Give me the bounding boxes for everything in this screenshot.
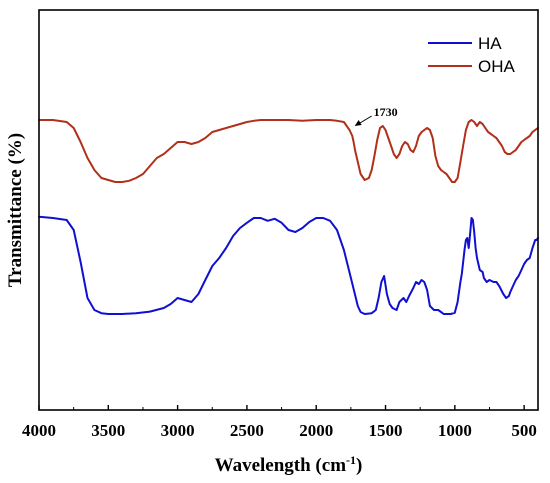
x-axis-title: Wavelength (cm-1): [215, 453, 363, 476]
x-tick-label: 1500: [369, 421, 403, 440]
series-line-ha: [38, 215, 539, 315]
x-tick-label: 1000: [438, 421, 472, 440]
x-tick-label: 500: [511, 421, 537, 440]
x-tick-label: 4000: [22, 421, 56, 440]
legend: HA OHA: [428, 34, 516, 76]
legend-label-ha: HA: [478, 34, 502, 53]
plot-area: [38, 119, 539, 315]
legend-label-oha: OHA: [478, 57, 516, 76]
x-axis: 4000 3500 3000 2500 2000 1500 1000 500: [22, 405, 537, 440]
x-axis-title-main: Wavelength (cm: [215, 455, 347, 476]
x-axis-title-superscript: -1: [346, 453, 356, 467]
annotation-arrow-head: [354, 120, 362, 126]
series-line-oha: [38, 119, 539, 183]
x-tick-label: 2000: [299, 421, 333, 440]
x-tick-label: 2500: [230, 421, 264, 440]
x-axis-title-close: ): [356, 455, 362, 476]
plot-frame: [38, 9, 539, 411]
annotation-label: 1730: [374, 105, 398, 119]
x-tick-label: 3500: [91, 421, 125, 440]
y-axis-title: Transmittance (%): [5, 133, 26, 287]
annotation-1730: 1730: [354, 105, 398, 126]
x-tick-label: 3000: [161, 421, 195, 440]
